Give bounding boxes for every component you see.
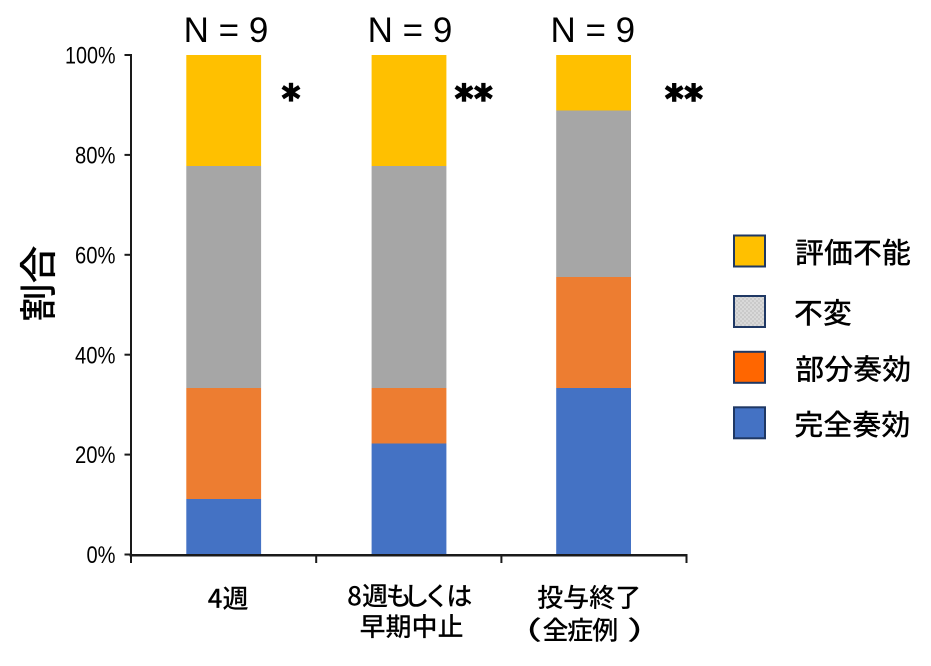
svg-text:N = 9: N = 9	[550, 11, 635, 50]
svg-text:N = 9: N = 9	[368, 11, 453, 50]
svg-text:0%: 0%	[87, 542, 116, 569]
svg-text:40%: 40%	[75, 342, 116, 369]
svg-text:20%: 20%	[75, 442, 116, 469]
svg-text:N = 9: N = 9	[184, 11, 269, 50]
svg-text:80%: 80%	[75, 143, 116, 170]
svg-text:100%: 100%	[65, 43, 116, 70]
svg-text:60%: 60%	[75, 242, 116, 269]
